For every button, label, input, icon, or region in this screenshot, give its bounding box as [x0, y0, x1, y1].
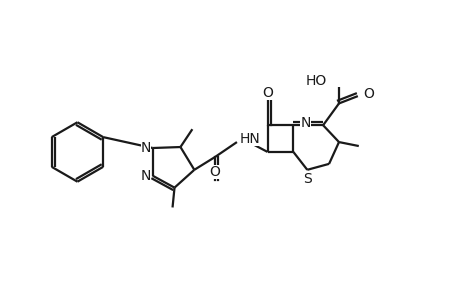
Text: HN: HN: [240, 132, 260, 146]
Text: O: O: [262, 85, 273, 100]
Text: O: O: [362, 86, 373, 100]
Text: O: O: [209, 165, 220, 179]
Text: N: N: [140, 169, 151, 183]
Text: N: N: [300, 116, 310, 130]
Text: S: S: [302, 172, 311, 186]
Text: N: N: [140, 141, 151, 155]
Text: HO: HO: [305, 74, 326, 88]
